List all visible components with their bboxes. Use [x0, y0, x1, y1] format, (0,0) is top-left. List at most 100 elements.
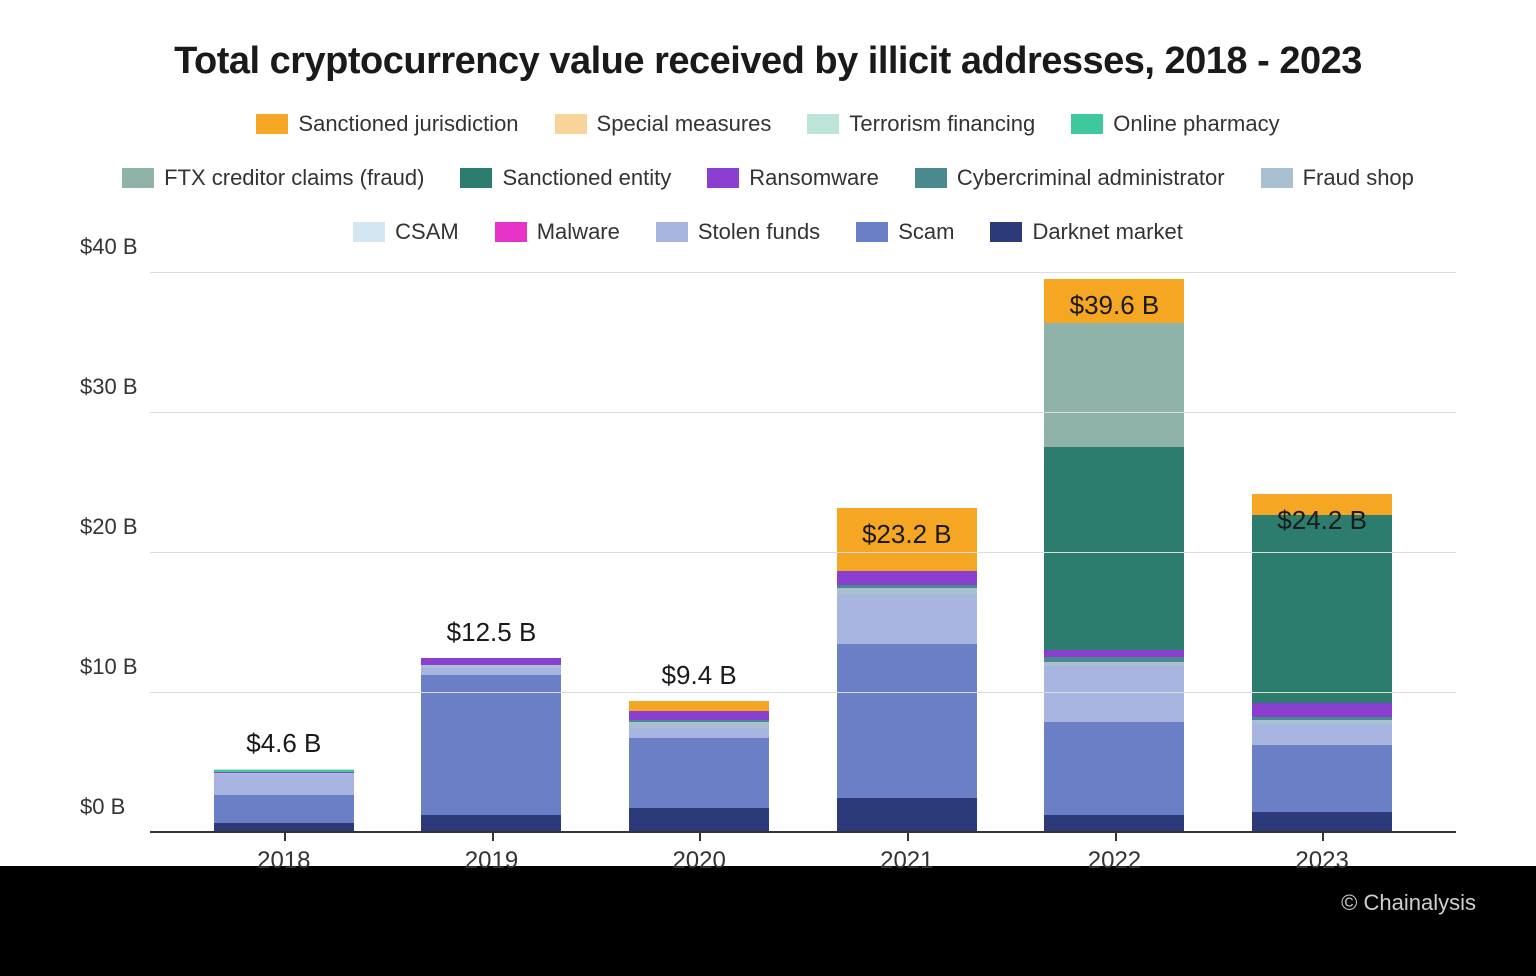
legend-label: Scam	[898, 219, 954, 245]
legend-label: Sanctioned entity	[502, 165, 671, 191]
grid-line	[150, 412, 1456, 413]
bar-group: $9.4 B	[619, 701, 779, 833]
bar-segment-stolen_funds	[1044, 666, 1184, 722]
bar-segment-fraud_shop	[837, 588, 977, 595]
chart-title: Total cryptocurrency value received by i…	[80, 40, 1456, 83]
x-tick-label: 2020	[619, 847, 779, 875]
legend-item: Malware	[495, 219, 620, 245]
legend-swatch	[495, 222, 527, 242]
legend-swatch	[460, 168, 492, 188]
bar-segment-scam	[214, 795, 354, 823]
legend-item: Stolen funds	[656, 219, 820, 245]
x-tick-label: 2022	[1034, 847, 1194, 875]
bar-total-label: $24.2 B	[1277, 505, 1367, 536]
bar-group: $12.5 B	[411, 658, 571, 833]
x-tick	[907, 831, 909, 841]
bar-group: $24.2 B	[1242, 494, 1402, 833]
footer-credit: © Chainalysis	[1341, 890, 1476, 915]
bar-stack	[1044, 279, 1184, 833]
legend-item: Terrorism financing	[807, 111, 1035, 137]
bar-segment-darknet_market	[629, 808, 769, 833]
bar-segment-darknet_market	[837, 798, 977, 833]
legend-item: CSAM	[353, 219, 459, 245]
bar-segment-ransomware	[421, 658, 561, 665]
legend-label: Terrorism financing	[849, 111, 1035, 137]
legend-swatch	[656, 222, 688, 242]
bar-segment-stolen_funds	[837, 595, 977, 644]
bar-stack	[421, 658, 561, 833]
legend-label: Cybercriminal administrator	[957, 165, 1225, 191]
bar-segment-stolen_funds	[214, 774, 354, 795]
legend: Sanctioned jurisdiction Special measures T…	[118, 111, 1418, 245]
grid-line	[150, 272, 1456, 273]
bar-stack	[837, 508, 977, 833]
x-tick-label: 2023	[1242, 847, 1402, 875]
legend-label: CSAM	[395, 219, 459, 245]
legend-swatch	[353, 222, 385, 242]
bar-segment-stolen_funds	[629, 728, 769, 738]
legend-swatch	[1261, 168, 1293, 188]
bar-segment-stolen_funds	[421, 668, 561, 675]
x-tick	[492, 831, 494, 841]
footer-bar: © Chainalysis	[0, 866, 1536, 976]
legend-label: Special measures	[597, 111, 772, 137]
bar-total-label: $23.2 B	[862, 519, 952, 550]
legend-swatch	[256, 114, 288, 134]
legend-item: Sanctioned jurisdiction	[256, 111, 518, 137]
bar-stack	[1252, 494, 1392, 833]
bar-stack	[629, 701, 769, 833]
x-tick-label: 2021	[827, 847, 987, 875]
bar-total-label: $39.6 B	[1070, 290, 1160, 321]
bar-group: $23.2 B	[827, 508, 987, 833]
legend-swatch	[555, 114, 587, 134]
bar-segment-ransomware	[629, 711, 769, 719]
legend-item: Online pharmacy	[1071, 111, 1279, 137]
legend-item: Darknet market	[990, 219, 1182, 245]
bar-total-label: $9.4 B	[662, 660, 737, 691]
legend-item: Ransomware	[707, 165, 879, 191]
legend-label: Malware	[537, 219, 620, 245]
legend-label: FTX creditor claims (fraud)	[164, 165, 424, 191]
bar-total-label: $12.5 B	[447, 617, 537, 648]
legend-swatch	[807, 114, 839, 134]
x-axis-labels: 2018 2019 2020 2021 2022 2023	[150, 847, 1456, 875]
legend-label: Sanctioned jurisdiction	[298, 111, 518, 137]
legend-item: Cybercriminal administrator	[915, 165, 1225, 191]
x-tick-label: 2019	[411, 847, 571, 875]
x-tick	[699, 831, 701, 841]
x-tick-label: 2018	[204, 847, 364, 875]
bar-segment-scam	[629, 738, 769, 808]
bar-segment-ransomware	[837, 571, 977, 585]
x-tick	[1115, 831, 1117, 841]
bar-segment-stolen_funds	[1252, 724, 1392, 745]
plot-area: $4.6 B $12.5 B $9.4 B $23.2 B $39.6 B $24.2 B…	[150, 273, 1456, 833]
legend-swatch	[1071, 114, 1103, 134]
y-tick-label: $40 B	[80, 234, 140, 260]
legend-label: Darknet market	[1032, 219, 1182, 245]
y-tick-label: $20 B	[80, 514, 140, 540]
y-tick-label: $10 B	[80, 654, 140, 680]
grid-line	[150, 692, 1456, 693]
bar-total-label: $4.6 B	[246, 728, 321, 759]
bar-group: $39.6 B	[1034, 279, 1194, 833]
legend-item: Scam	[856, 219, 954, 245]
legend-swatch	[990, 222, 1022, 242]
legend-item: Sanctioned entity	[460, 165, 671, 191]
legend-label: Ransomware	[749, 165, 879, 191]
grid-line	[150, 552, 1456, 553]
x-tick	[284, 831, 286, 841]
bar-segment-scam	[1044, 722, 1184, 814]
bar-segment-sanctioned_entity	[1044, 447, 1184, 650]
bar-segment-ransomware	[1252, 703, 1392, 717]
y-tick-label: $30 B	[80, 374, 140, 400]
legend-swatch	[856, 222, 888, 242]
y-tick-label: $0 B	[80, 794, 140, 820]
bar-segment-ransomware	[1044, 650, 1184, 657]
bar-segment-scam	[421, 675, 561, 815]
legend-swatch	[915, 168, 947, 188]
bar-segment-darknet_market	[1252, 812, 1392, 833]
legend-label: Online pharmacy	[1113, 111, 1279, 137]
bar-segment-scam	[837, 644, 977, 798]
bars-row: $4.6 B $12.5 B $9.4 B $23.2 B $39.6 B $24.2 B	[150, 273, 1456, 833]
bar-stack	[214, 769, 354, 833]
